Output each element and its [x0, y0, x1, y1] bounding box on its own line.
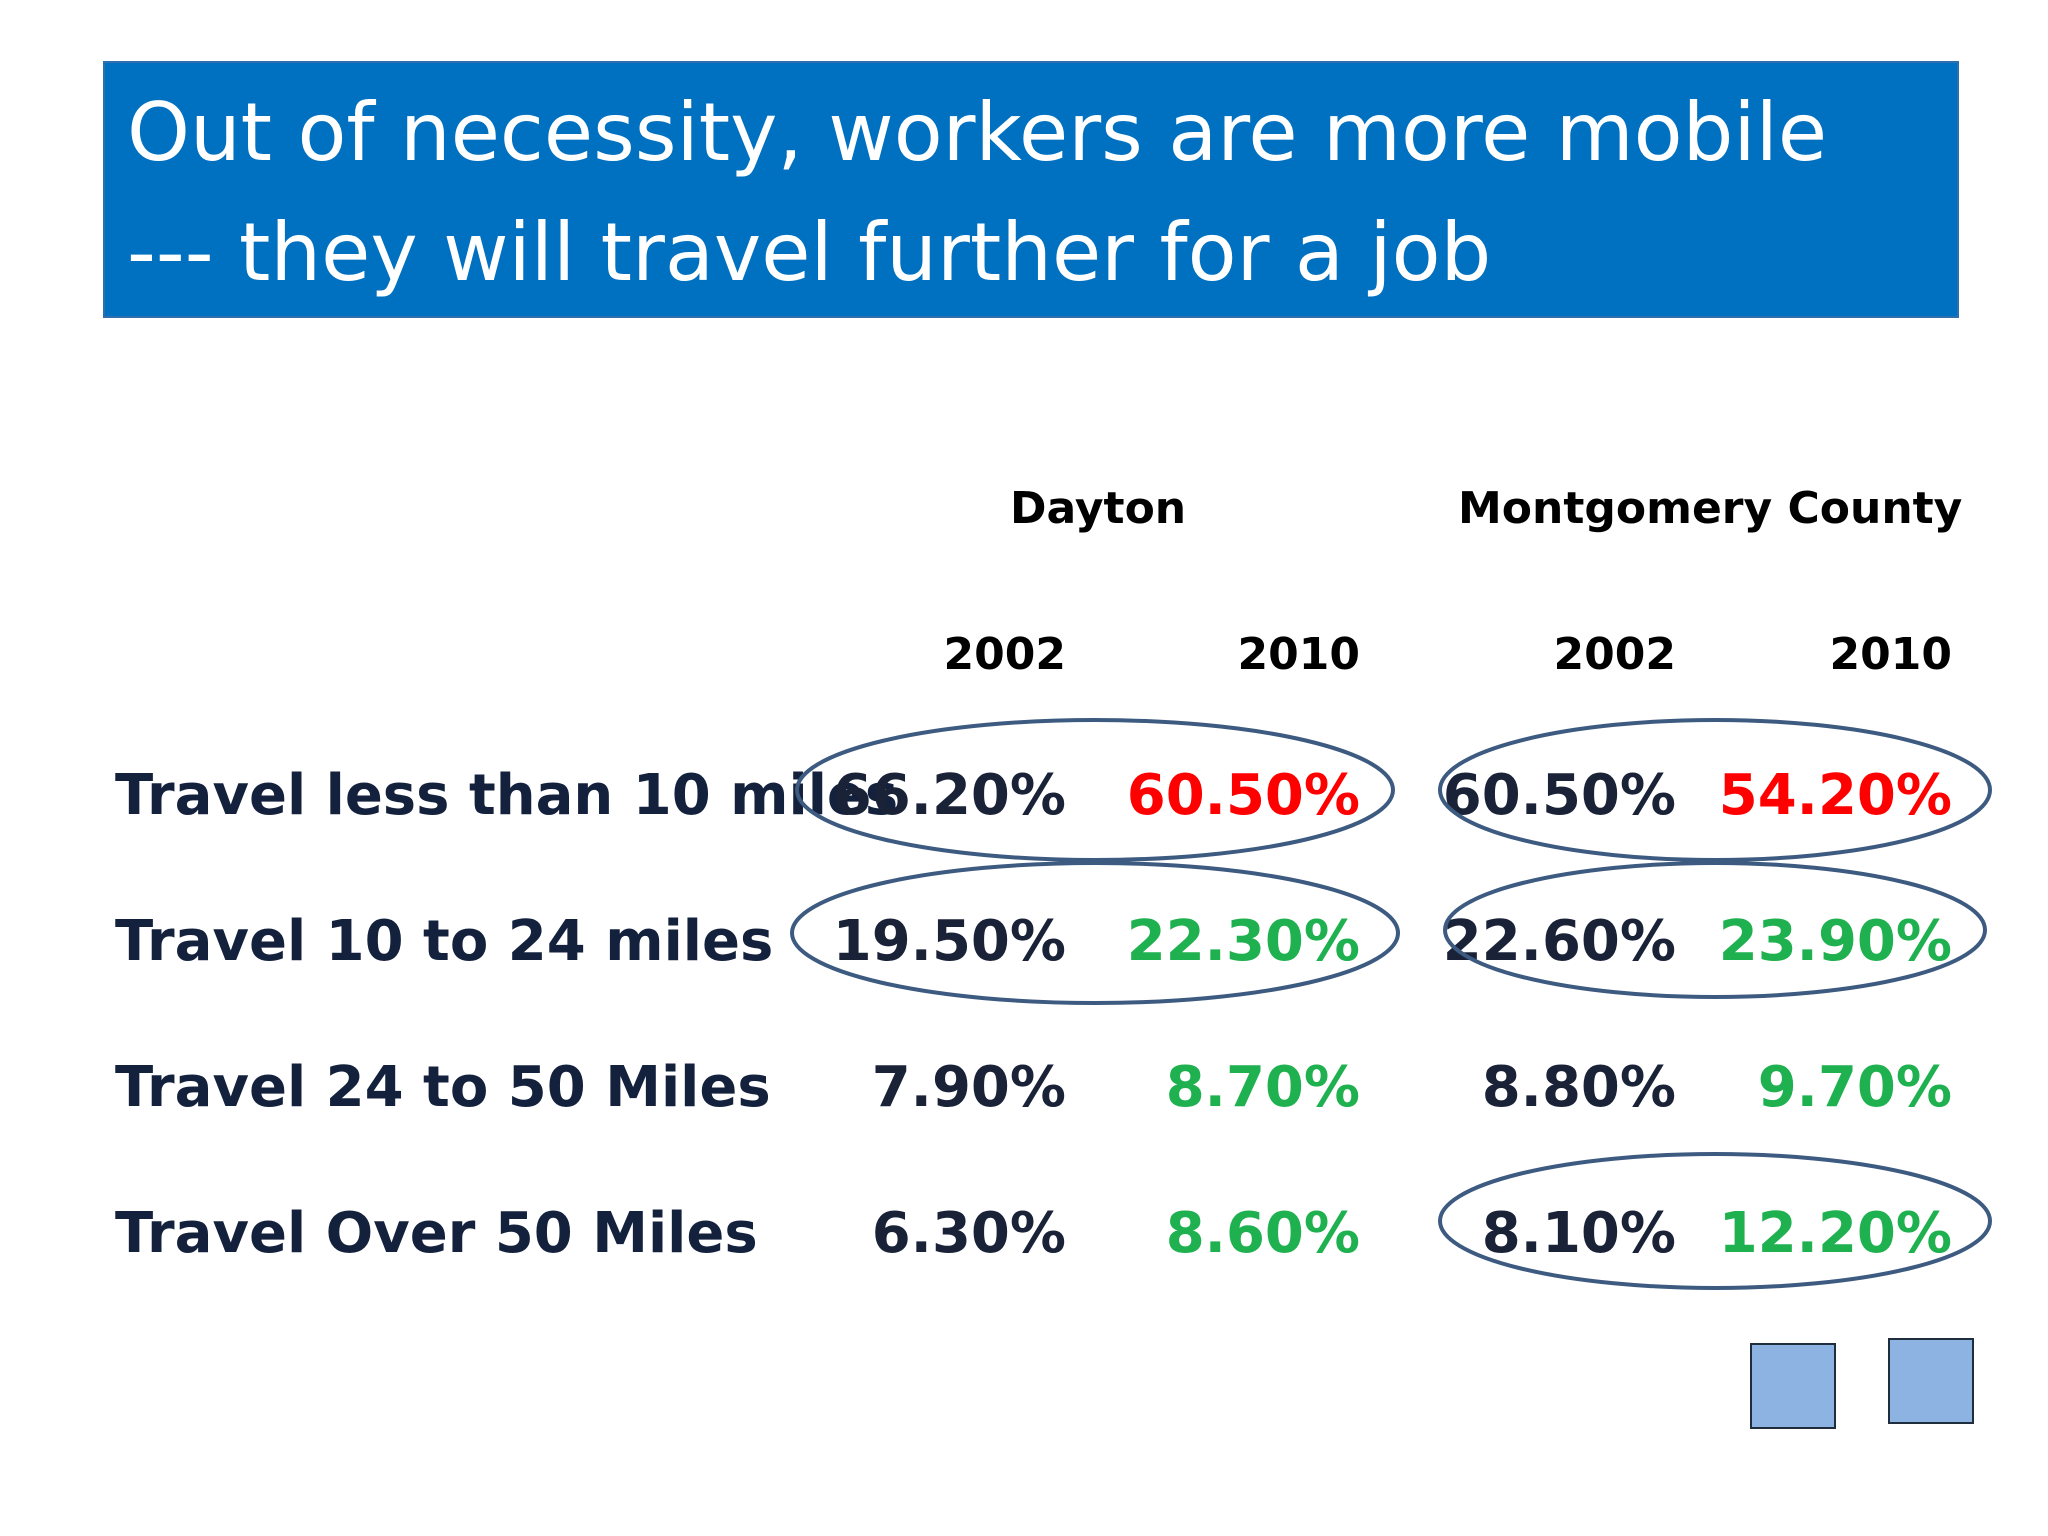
cell-over-50-dayton-2010: 8.60% [1165, 1201, 1360, 1266]
cell-10-to-24-dayton-2010: 22.30% [1126, 909, 1360, 974]
cell-24-to-50-dayton-2002: 7.90% [871, 1055, 1066, 1120]
slide-title-line-1: Out of necessity, workers are more mobil… [127, 86, 1828, 179]
row-label-24-to-50: Travel 24 to 50 Miles [115, 1055, 771, 1120]
cell-over-50-montgomery-2010: 12.20% [1718, 1201, 1952, 1266]
row-label-over-50: Travel Over 50 Miles [115, 1201, 758, 1266]
cell-under-10-dayton-2002: 66.20% [832, 763, 1066, 828]
decorative-square-right [1888, 1338, 1974, 1424]
cell-over-50-montgomery-2002: 8.10% [1481, 1201, 1676, 1266]
row-label-under-10: Travel less than 10 miles [115, 763, 899, 828]
cell-10-to-24-dayton-2002: 19.50% [832, 909, 1066, 974]
group-header-montgomery-county: Montgomery County [1458, 483, 1963, 534]
year-header-montgomery-2010: 2010 [1829, 629, 1952, 680]
slide-title-box: Out of necessity, workers are more mobil… [103, 61, 1959, 318]
decorative-square-left [1750, 1343, 1836, 1429]
cell-10-to-24-montgomery-2002: 22.60% [1442, 909, 1676, 974]
cell-24-to-50-dayton-2010: 8.70% [1165, 1055, 1360, 1120]
cell-10-to-24-montgomery-2010: 23.90% [1718, 909, 1952, 974]
year-header-dayton-2002: 2002 [943, 629, 1066, 680]
cell-over-50-dayton-2002: 6.30% [871, 1201, 1066, 1266]
cell-24-to-50-montgomery-2010: 9.70% [1757, 1055, 1952, 1120]
cell-under-10-dayton-2010: 60.50% [1126, 763, 1360, 828]
row-label-10-to-24: Travel 10 to 24 miles [115, 909, 774, 974]
group-header-dayton: Dayton [1010, 483, 1187, 534]
cell-24-to-50-montgomery-2002: 8.80% [1481, 1055, 1676, 1120]
year-header-montgomery-2002: 2002 [1553, 629, 1676, 680]
year-header-dayton-2010: 2010 [1237, 629, 1360, 680]
cell-under-10-montgomery-2010: 54.20% [1718, 763, 1952, 828]
cell-under-10-montgomery-2002: 60.50% [1442, 763, 1676, 828]
slide-title-line-2: --- they will travel further for a job [127, 206, 1492, 299]
